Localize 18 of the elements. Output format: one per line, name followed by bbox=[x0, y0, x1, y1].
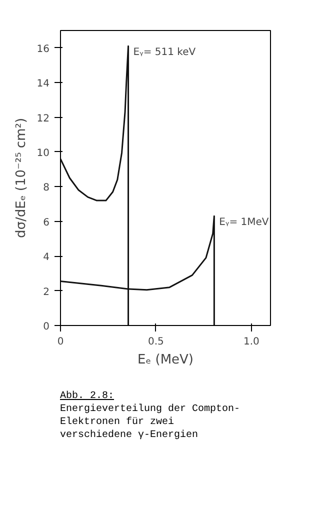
y-tick-label: 8 bbox=[43, 182, 50, 194]
y-tick-label: 10 bbox=[36, 148, 50, 159]
y-tick-label: 2 bbox=[43, 286, 50, 298]
y-tick-label: 14 bbox=[36, 78, 50, 90]
annotation: Eᵧ= 1MeV bbox=[219, 217, 269, 228]
x-tick-label: 1.0 bbox=[243, 336, 260, 348]
annotation: Eᵧ= 511 keV bbox=[133, 47, 196, 58]
x-tick-label: 0.5 bbox=[148, 336, 164, 348]
y-tick-label: 6 bbox=[43, 217, 50, 228]
x-axis-title: Eₑ (MeV) bbox=[137, 352, 194, 368]
y-tick-label: 12 bbox=[36, 113, 50, 124]
x-tick-label: 0 bbox=[57, 336, 64, 348]
y-axis-title: dσ/dEₑ (10⁻²⁵ cm²) bbox=[14, 118, 29, 238]
text: Energieverteilung der Compton-Elektronen für zwei verschiedene γ-Energien bbox=[60, 403, 242, 442]
y-tick-label: 0 bbox=[43, 322, 50, 332]
caption: Abb. 2.8: bbox=[60, 390, 116, 403]
y-tick-label: 16 bbox=[36, 44, 50, 55]
y-tick-label: 4 bbox=[43, 252, 50, 264]
